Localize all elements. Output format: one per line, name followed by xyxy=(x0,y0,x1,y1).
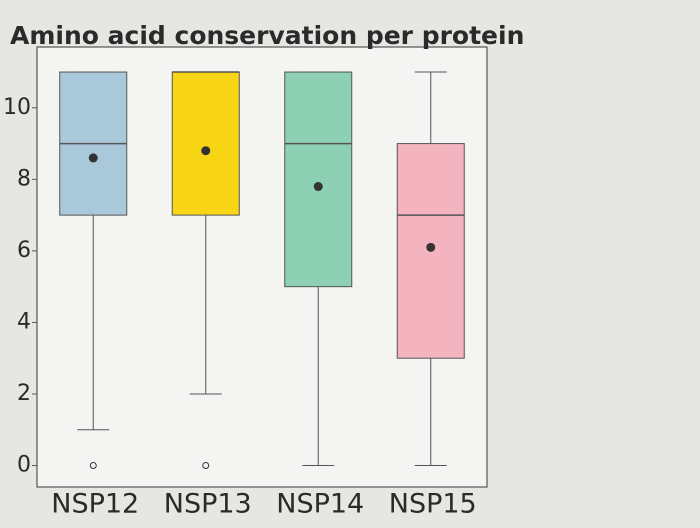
outlier xyxy=(202,462,210,470)
x-tick-label: NSP14 xyxy=(276,489,364,520)
x-tick-label: NSP12 xyxy=(51,489,139,520)
box xyxy=(284,71,353,288)
y-tick-label: 10 xyxy=(3,95,31,120)
mean xyxy=(88,153,98,163)
x-tick-label: NSP13 xyxy=(164,489,252,520)
box xyxy=(171,71,240,216)
outlier xyxy=(89,462,97,470)
chart-title: Amino acid conservation per protein xyxy=(10,21,524,50)
y-tick-label: 0 xyxy=(17,453,31,478)
mean xyxy=(313,182,323,192)
y-tick-label: 4 xyxy=(17,309,31,334)
y-tick-label: 2 xyxy=(17,381,31,406)
mean xyxy=(201,146,211,156)
x-tick-label: NSP15 xyxy=(389,489,477,520)
y-tick-label: 8 xyxy=(17,166,31,191)
y-tick-label: 6 xyxy=(17,238,31,263)
mean xyxy=(426,242,436,252)
